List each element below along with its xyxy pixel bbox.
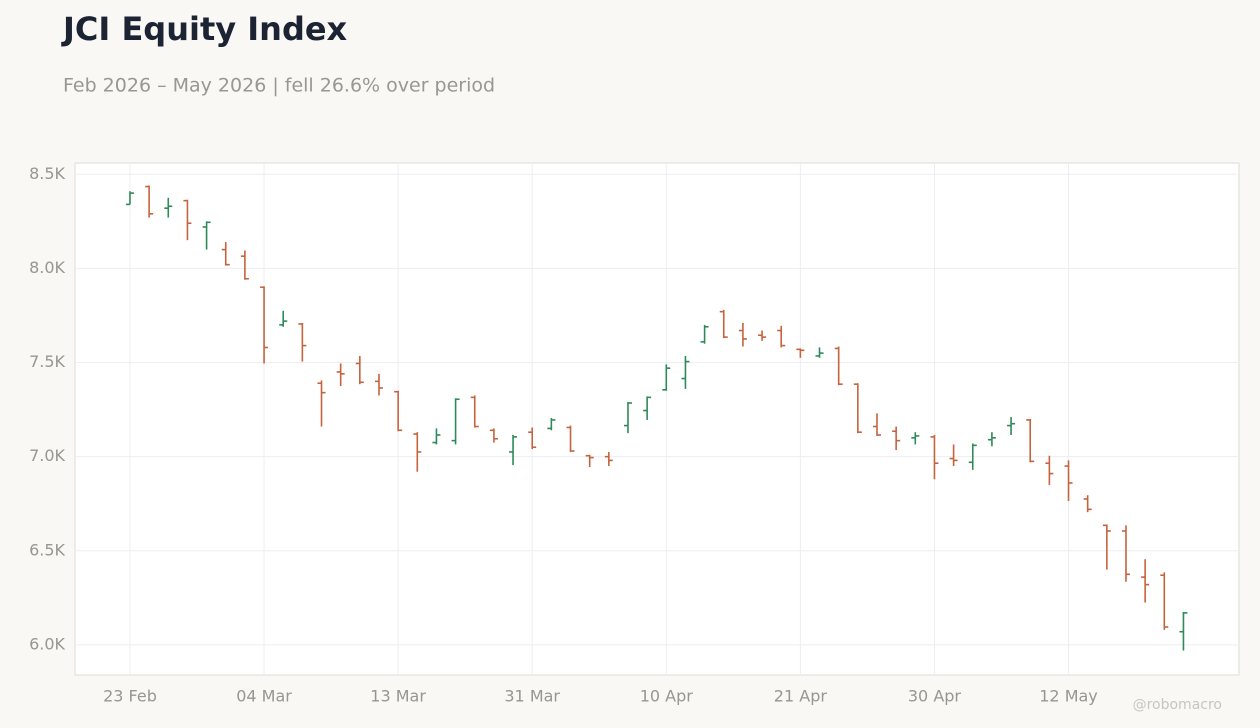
y-tick-label: 8.0K: [29, 258, 65, 277]
watermark: @robomacro: [1133, 697, 1222, 713]
x-tick-label: 13 Mar: [370, 687, 426, 706]
plot-area: [74, 162, 1240, 676]
x-tick-label: 04 Mar: [236, 687, 292, 706]
y-tick-label: 7.5K: [29, 352, 65, 371]
x-tick-label: 23 Feb: [103, 687, 157, 706]
x-tick-label: 21 Apr: [774, 687, 828, 706]
x-tick-label: 10 Apr: [640, 687, 694, 706]
y-tick-label: 8.5K: [29, 164, 65, 183]
chart-title: JCI Equity Index: [61, 10, 348, 48]
x-tick-label: 31 Mar: [504, 687, 560, 706]
chart-subtitle: Feb 2026 – May 2026 | fell 26.6% over pe…: [63, 75, 495, 97]
y-tick-label: 6.0K: [29, 634, 65, 653]
y-tick-label: 7.0K: [29, 446, 65, 465]
x-tick-label: 30 Apr: [908, 687, 962, 706]
x-tick-label: 12 May: [1039, 687, 1098, 706]
y-tick-label: 6.5K: [29, 540, 65, 559]
